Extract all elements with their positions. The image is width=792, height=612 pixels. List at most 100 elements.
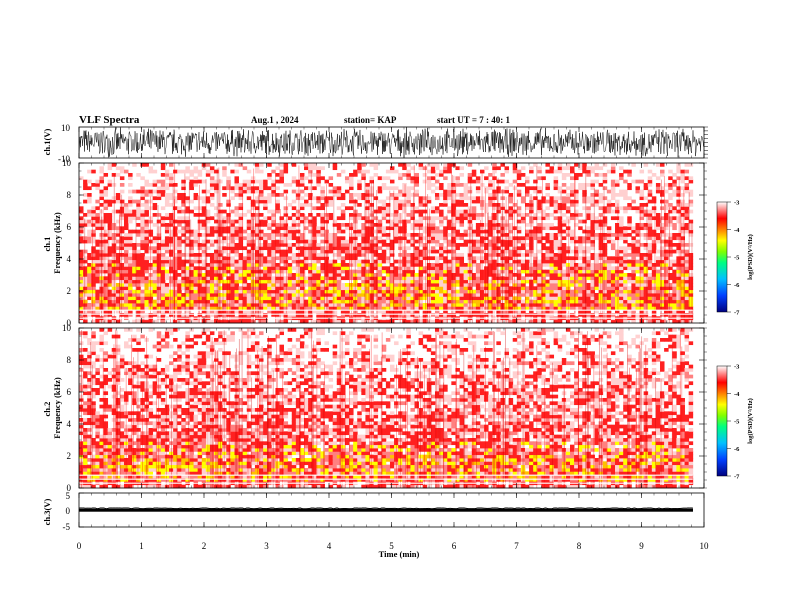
ch1-spec-cell — [291, 243, 297, 247]
ch1-spec-cell — [267, 256, 272, 261]
ch1-spec-cell — [463, 196, 469, 201]
ch1-spec-cell — [561, 269, 567, 274]
ch1-spec-cell — [389, 186, 395, 191]
ch1-spec-cell — [279, 296, 284, 301]
ch1-spec-cell — [140, 233, 145, 237]
ch1-spec-cell — [193, 286, 199, 291]
ch1-spec-cell — [328, 243, 334, 247]
ch1-spec-cell — [169, 236, 174, 241]
ch1-spec-cell — [128, 173, 133, 177]
ch1-spec-cell — [238, 276, 244, 281]
ch1-spec-cell — [87, 279, 92, 284]
ch1-spec-cell — [160, 319, 166, 324]
ch1-spec-cell — [447, 193, 452, 197]
ch1-spec-cell — [484, 279, 489, 284]
ch1-spec-cell — [590, 233, 595, 237]
ch1-spec-cell — [504, 273, 510, 277]
ch1-spec-cell — [430, 263, 436, 267]
ch1-spec-cell — [516, 206, 522, 211]
ch1-spec-cell — [463, 263, 469, 267]
ch1-spec-cell — [651, 233, 657, 237]
ch1-spec-cell — [508, 236, 514, 241]
ch1-spec-cell — [328, 236, 334, 241]
ch1-spec-cell — [443, 196, 448, 201]
ch1-spec-cell — [496, 206, 501, 211]
ch1-spec-cell — [488, 229, 493, 234]
ch1-spec-cell — [643, 293, 649, 297]
ch1-spec-cell — [484, 203, 489, 207]
ch1-spec-cell — [443, 303, 448, 307]
ch1-spec-cell — [524, 299, 530, 304]
ch1-spec-cell — [177, 293, 182, 297]
ch1-spec-cell — [87, 196, 92, 201]
ch1-spec-cell — [83, 283, 88, 287]
ch1-spec-cell — [545, 183, 550, 187]
ch1-spec-cell — [295, 309, 301, 314]
ch1-spec-cell — [365, 169, 370, 174]
ch1-spec-cell — [660, 206, 665, 211]
ch1-spec-cell — [263, 269, 268, 274]
ch1-spec-cell — [173, 239, 178, 244]
ch1-spec-cell — [156, 193, 162, 197]
ch1-spec-cell — [291, 296, 297, 301]
ch1-spec-cell — [447, 206, 452, 211]
ch1-spec-cell — [639, 319, 645, 324]
ch1-spec-cell — [91, 276, 96, 281]
ch1-spec-cell — [430, 239, 436, 244]
ch1-spec-cell — [533, 279, 538, 284]
ch1-spec-cell — [291, 259, 297, 264]
ch1-spec-cell — [365, 246, 370, 251]
ch1-spec-cell — [205, 216, 211, 221]
ch1-spec-cell — [418, 283, 424, 287]
ch1-spec-cell — [238, 296, 244, 301]
ch1-spec-cell — [631, 313, 636, 317]
ch1-spec-cell — [263, 286, 268, 291]
ch1-spec-cell — [107, 236, 113, 241]
ch1-spec-cell — [504, 286, 510, 291]
ch1-spec-cell — [516, 279, 522, 284]
ch1-spec-cell — [91, 236, 96, 241]
ch1-spec-cell — [475, 179, 481, 184]
ch1-spec-cell — [259, 319, 264, 324]
ch1-spec-cell — [418, 256, 424, 261]
ch1-spec-cell — [83, 193, 88, 197]
ch1-spec-cell — [410, 299, 415, 304]
ch1-spec-cell — [238, 243, 244, 247]
ch1-spec-cell — [643, 276, 649, 281]
ch1-spec-cell — [443, 283, 448, 287]
ch1-spec-cell — [132, 213, 137, 217]
ch1-spec-cell — [365, 196, 370, 201]
ch1-spec-cell — [664, 183, 669, 187]
ch1-spec-cell — [418, 293, 424, 297]
ch1-spec-cell — [459, 296, 465, 301]
ch1-spec-cell — [447, 276, 452, 281]
ch1-spec-cell — [586, 263, 591, 267]
ch1-spec-cell — [164, 283, 170, 287]
ch1-spec-cell — [631, 206, 636, 211]
ch1-spec-cell — [226, 283, 231, 287]
ch1-spec-cell — [357, 266, 362, 271]
ch1-spec-cell — [267, 266, 272, 271]
ch1-spec-cell — [132, 283, 137, 287]
ch1-spec-cell — [500, 179, 505, 184]
ch1-spec-cell — [455, 236, 460, 241]
ch1-spec-cell — [140, 313, 145, 317]
ch1-spec-cell — [173, 299, 178, 304]
ch1-spec-cell — [95, 309, 100, 314]
ch1-spec-cell — [344, 276, 350, 281]
ch1-spec-cell — [459, 266, 465, 271]
ch1-spec-cell — [291, 279, 297, 284]
ch1-spec-cell — [414, 313, 420, 317]
ch1-spec-cell — [484, 246, 489, 251]
ch1-spec-cell — [537, 249, 542, 254]
ch1-spec-cell — [533, 306, 538, 311]
ch1-spec-cell — [279, 236, 284, 241]
ch1-spec-cell — [234, 296, 239, 301]
ch1-spec-cell — [218, 279, 223, 284]
ch1-spec-cell — [79, 229, 84, 234]
ch1-spec-cell — [271, 216, 276, 221]
ch1-spec-cell — [263, 306, 268, 311]
ch1-spec-cell — [418, 209, 424, 214]
ch1-spec-cell — [299, 246, 305, 251]
ch1-spec-cell — [610, 269, 616, 274]
